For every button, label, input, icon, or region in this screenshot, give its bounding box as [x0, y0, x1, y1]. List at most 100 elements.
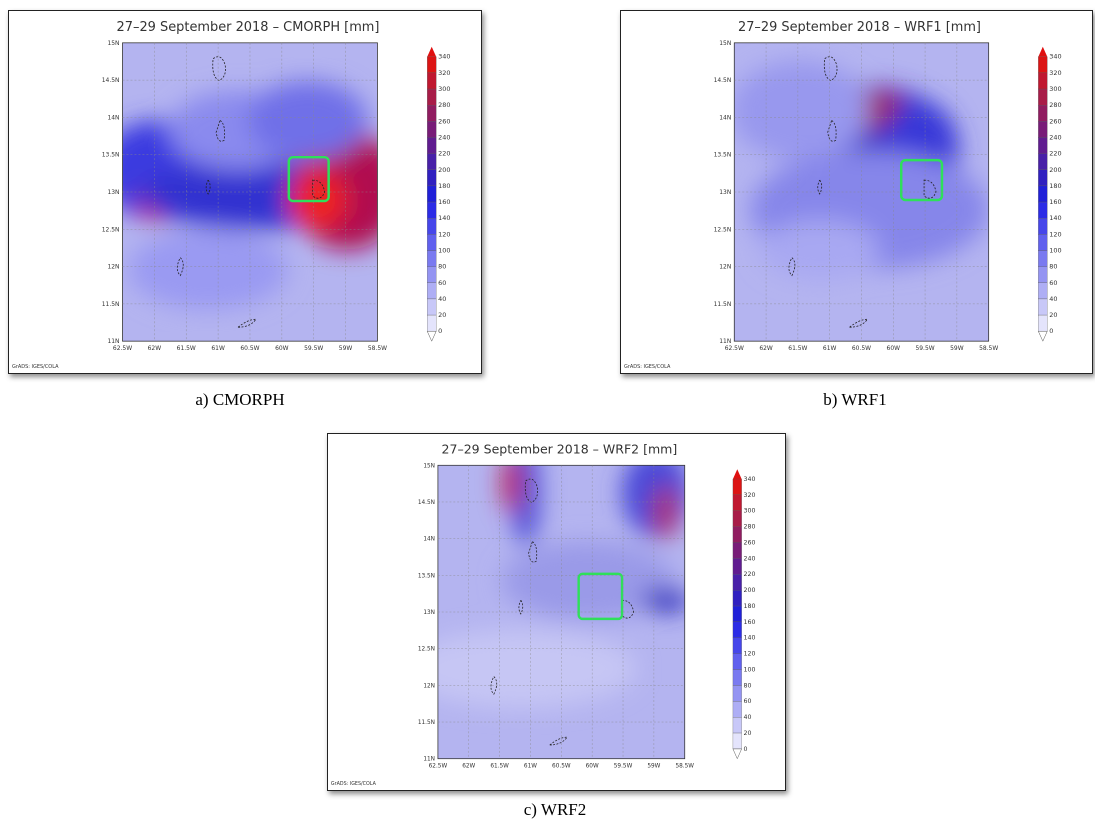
lat-label: 11N — [107, 338, 119, 345]
colorbar-swatch — [427, 137, 437, 154]
lon-label: 59.5W — [915, 345, 934, 352]
colorbar-label: 120 — [438, 230, 450, 238]
lat-label: 15N — [107, 40, 119, 47]
rain-field — [122, 80, 378, 310]
colorbar-label: 280 — [1049, 101, 1061, 109]
colorbar-swatch — [1038, 137, 1048, 154]
colorbar-label: 300 — [438, 85, 450, 93]
colorbar-label: 100 — [744, 666, 756, 673]
colorbar-label: 140 — [744, 635, 756, 642]
colorbar-swatch — [427, 105, 437, 122]
colorbar-swatch — [427, 88, 437, 106]
lon-label: 59W — [339, 345, 353, 352]
lat-label: 13N — [107, 189, 119, 196]
map-panel: 27–29 September 2018 – WRF2 [mm] 15N 14.5N… — [327, 433, 786, 791]
map-panel: 27–29 September 2018 – WRF1 [mm] 15N 14.5N… — [620, 10, 1093, 374]
colorbar-label: 140 — [1049, 214, 1061, 222]
rain-blob — [501, 465, 521, 513]
lat-label: 14.5N — [102, 77, 120, 84]
lon-label: 60W — [887, 345, 901, 352]
colorbar-swatch — [732, 558, 742, 575]
lon-label: 58.5W — [368, 345, 387, 352]
lon-label: 61.5W — [177, 345, 196, 352]
colorbar-swatch — [427, 153, 437, 170]
colorbar-label: 220 — [1049, 150, 1061, 158]
colorbar-swatch — [427, 185, 437, 203]
colorbar-swatch — [427, 314, 437, 332]
lat-label: 14N — [423, 537, 435, 543]
lon-label: 62.5W — [429, 763, 448, 769]
colorbar-label: 60 — [1049, 279, 1057, 287]
credit: GrADS: IGES/COLA — [624, 364, 671, 370]
colorbar-swatch — [427, 169, 437, 187]
lon-label: 62.5W — [113, 345, 132, 352]
colorbar-swatch — [1038, 218, 1048, 235]
colorbar-swatch — [732, 574, 742, 591]
colorbar-swatch — [427, 72, 437, 90]
colorbar-swatch — [427, 282, 437, 300]
rain-blob — [641, 588, 685, 612]
lat-label: 11N — [719, 338, 731, 345]
colorbar-label: 40 — [744, 714, 752, 721]
rain-blob — [128, 229, 288, 310]
credit: GrADS: IGES/COLA — [331, 781, 377, 787]
map-title: 27–29 September 2018 – WRF1 [mm] — [738, 20, 981, 35]
island-outline — [176, 56, 326, 328]
colorbar-bottom — [1037, 330, 1048, 342]
colorbar-label: 160 — [744, 619, 756, 626]
colorbar-top — [732, 469, 742, 479]
lon-label: 62W — [148, 345, 162, 352]
colorbar-label: 300 — [744, 508, 756, 515]
colorbar-label: 320 — [438, 69, 450, 77]
lat-label: 13N — [423, 610, 435, 616]
colorbar-swatch — [1038, 153, 1048, 170]
colorbar-swatch — [732, 669, 742, 686]
lat-label: 11N — [423, 757, 435, 763]
lon-label: 59W — [950, 345, 964, 352]
lon-label: 60.5W — [240, 345, 259, 352]
colorbar-top — [427, 46, 437, 57]
colorbar-label: 260 — [1049, 117, 1061, 125]
colorbar-label: 220 — [438, 150, 450, 158]
lat-label: 12.5N — [102, 226, 120, 233]
caption: b) WRF1 — [823, 390, 887, 409]
colorbar-swatch — [427, 218, 437, 235]
colorbar-label: 320 — [1049, 69, 1061, 77]
rain-blob — [653, 484, 678, 540]
colorbar-swatch — [732, 478, 742, 496]
lon-label: 60W — [586, 763, 599, 769]
colorbar-label: 40 — [438, 295, 446, 303]
colorbar-label: 0 — [744, 746, 748, 753]
colorbar-label: 80 — [744, 682, 752, 689]
colorbar-label: 280 — [438, 101, 450, 109]
map-panel: 27–29 September 2018 – CMORPH [mm] 15N 14.… — [8, 10, 482, 374]
colorbar-swatch — [732, 653, 742, 670]
map-title: 27–29 September 2018 – WRF2 [mm] — [442, 441, 678, 456]
colorbar-label: 180 — [438, 182, 450, 190]
colorbar-swatch — [732, 637, 742, 654]
colorbar-label: 340 — [438, 53, 450, 61]
colorbar-label: 180 — [744, 603, 756, 610]
colorbar-label: 20 — [438, 311, 446, 319]
colorbar-label: 340 — [1049, 53, 1061, 61]
colorbar-swatch — [732, 510, 742, 527]
caption: a) CMORPH — [195, 390, 285, 409]
colorbar-swatch — [427, 266, 437, 283]
colorbar-label: 240 — [438, 133, 450, 141]
lon-label: 61.5W — [490, 763, 509, 769]
lon-label: 61W — [823, 345, 837, 352]
colorbar-label: 40 — [1049, 295, 1057, 303]
colorbar-label: 200 — [1049, 166, 1061, 174]
colorbar-swatch — [1038, 298, 1048, 316]
lon-label: 60.5W — [852, 345, 871, 352]
colorbar-label: 140 — [438, 214, 450, 222]
lon-label: 60.5W — [552, 763, 571, 769]
lon-label: 62.5W — [725, 345, 744, 352]
colorbar-swatch — [732, 717, 742, 734]
colorbar-label: 300 — [1049, 85, 1061, 93]
lon-label: 61W — [524, 763, 537, 769]
colorbar-label: 280 — [744, 524, 756, 531]
lat-label: 13.5N — [102, 152, 120, 159]
colorbar-swatch — [427, 121, 437, 138]
rain-blob — [734, 60, 870, 161]
